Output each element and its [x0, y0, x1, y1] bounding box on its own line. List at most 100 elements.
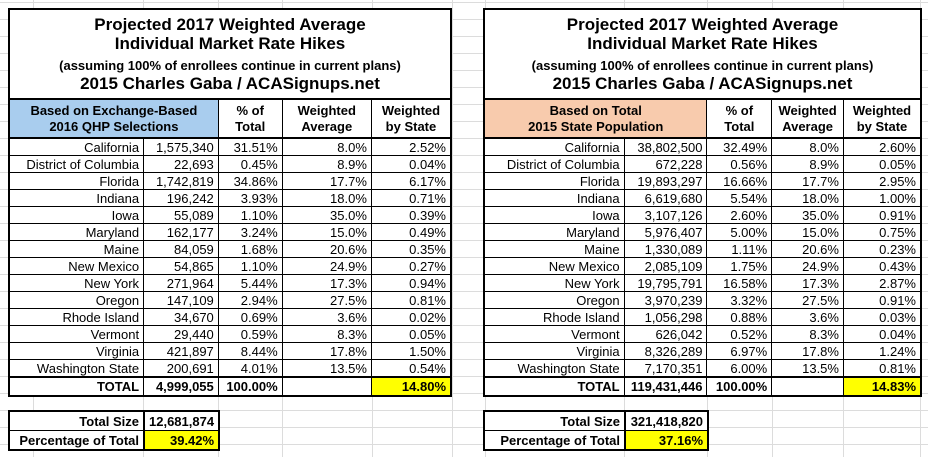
title-line-2: Individual Market Rate Hikes [587, 34, 818, 53]
left-table-title: Projected 2017 Weighted Average Individu… [8, 8, 452, 98]
table-row: Washington State 200,691 4.01% 13.5% 0.54% [8, 359, 452, 378]
pct-total-cell: 34.86% [217, 172, 283, 190]
pct-total-cell: 5.00% [706, 223, 773, 241]
value-cell: 3,107,126 [623, 206, 708, 224]
state-cell: Indiana [8, 189, 145, 207]
pct-total-cell: 4.01% [217, 359, 283, 378]
weighted-average-cell: 35.0% [281, 206, 372, 224]
state-cell: New Mexico [8, 257, 145, 275]
value-cell: 84,059 [143, 240, 219, 258]
state-cell: Vermont [8, 325, 145, 343]
pct-total-cell: 5.54% [706, 189, 773, 207]
weighted-by-state-cell: 0.27% [370, 257, 452, 275]
value-cell: 19,893,297 [623, 172, 708, 190]
state-cell: Indiana [483, 189, 625, 207]
state-cell: District of Columbia [8, 155, 145, 173]
table-row: Iowa 3,107,126 2.60% 35.0% 0.91% [483, 206, 922, 224]
weighted-by-state-cell: 0.05% [370, 325, 452, 343]
title-line-2: Individual Market Rate Hikes [114, 34, 346, 53]
table-row: Iowa 55,089 1.10% 35.0% 0.39% [8, 206, 452, 224]
table-row: Rhode Island 1,056,298 0.88% 3.6% 0.03% [483, 308, 922, 326]
title-line-4: 2015 Charles Gaba / ACASignups.net [552, 74, 853, 93]
pct-total-cell: 2.94% [217, 291, 283, 309]
weighted-average-cell: 17.8% [771, 342, 844, 360]
weighted-average-cell: 8.3% [771, 325, 844, 343]
weighted-average-cell: 15.0% [281, 223, 372, 241]
percentage-of-total-row: Percentage of Total 37.16% [483, 430, 709, 451]
table-row: Maryland 162,177 3.24% 15.0% 0.49% [8, 223, 452, 241]
pct-total-cell: 1.11% [706, 240, 773, 258]
weighted-average-cell: 13.5% [281, 359, 372, 378]
weighted-by-state-cell: 0.04% [842, 325, 922, 343]
weighted-by-state-cell: 2.87% [842, 274, 922, 292]
weighted-average-cell: 13.5% [771, 359, 844, 378]
percentage-of-total-row: Percentage of Total 39.42% [8, 430, 220, 451]
left-header-label: Based on Exchange-Based 2016 QHP Selecti… [8, 98, 219, 139]
state-cell: Florida [483, 172, 625, 190]
weighted-average-cell: 35.0% [771, 206, 844, 224]
weighted-average-cell: 8.0% [281, 137, 372, 156]
weighted-by-state-cell: 0.23% [842, 240, 922, 258]
weighted-by-state-cell: 0.71% [370, 189, 452, 207]
table-row: Vermont 626,042 0.52% 8.3% 0.04% [483, 325, 922, 343]
weighted-average-cell: 27.5% [771, 291, 844, 309]
weighted-by-state-cell: 0.54% [370, 359, 452, 378]
percentage-of-total-label: Percentage of Total [483, 430, 626, 451]
col-header-weighted-by-state: Weighted by State [842, 98, 922, 139]
total-wtd-avg-cell [771, 376, 844, 397]
value-cell: 8,326,289 [623, 342, 708, 360]
table-row: New York 271,964 5.44% 17.3% 0.94% [8, 274, 452, 292]
left-data-table: Based on Exchange-Based 2016 QHP Selecti… [8, 98, 452, 397]
pct-total-cell: 2.60% [706, 206, 773, 224]
pct-total-cell: 0.69% [217, 308, 283, 326]
state-cell: Oregon [483, 291, 625, 309]
value-cell: 1,742,819 [143, 172, 219, 190]
table-row: Washington State 7,170,351 6.00% 13.5% 0.81% [483, 359, 922, 378]
table-row: New Mexico 54,865 1.10% 24.9% 0.27% [8, 257, 452, 275]
weighted-by-state-cell: 1.00% [842, 189, 922, 207]
pct-total-cell: 0.56% [706, 155, 773, 173]
right-table-title: Projected 2017 Weighted Average Individu… [483, 8, 922, 98]
weighted-by-state-cell: 0.49% [370, 223, 452, 241]
pct-total-cell: 6.00% [706, 359, 773, 378]
table-row: Florida 19,893,297 16.66% 17.7% 2.95% [483, 172, 922, 190]
col-header-weighted-by-state: Weighted by State [370, 98, 452, 139]
total-wtd-avg-cell [281, 376, 372, 397]
state-cell: California [8, 137, 145, 156]
table-row: New Mexico 2,085,109 1.75% 24.9% 0.43% [483, 257, 922, 275]
state-cell: Rhode Island [8, 308, 145, 326]
total-wtd-state-cell: 14.80% [370, 376, 452, 397]
value-cell: 55,089 [143, 206, 219, 224]
state-cell: California [483, 137, 625, 156]
weighted-average-cell: 3.6% [771, 308, 844, 326]
total-size-label: Total Size [8, 410, 145, 431]
pct-total-cell: 8.44% [217, 342, 283, 360]
value-cell: 147,109 [143, 291, 219, 309]
pct-total-cell: 0.88% [706, 308, 773, 326]
state-cell: Virginia [483, 342, 625, 360]
table-row: Rhode Island 34,670 0.69% 3.6% 0.02% [8, 308, 452, 326]
total-label-cell: TOTAL [483, 376, 625, 397]
state-cell: Maine [8, 240, 145, 258]
value-cell: 22,693 [143, 155, 219, 173]
col-header-weighted-average: Weighted Average [281, 98, 372, 139]
right-data-table: Based on Total 2015 State Population % o… [483, 98, 922, 397]
weighted-by-state-cell: 1.50% [370, 342, 452, 360]
state-cell: Oregon [8, 291, 145, 309]
weighted-by-state-cell: 0.04% [370, 155, 452, 173]
value-cell: 200,691 [143, 359, 219, 378]
weighted-average-cell: 24.9% [771, 257, 844, 275]
title-line-1: Projected 2017 Weighted Average [94, 15, 366, 34]
right-summary-table: Total Size 321,418,820 Percentage of Tot… [483, 410, 709, 451]
pct-total-cell: 3.24% [217, 223, 283, 241]
state-cell: Iowa [483, 206, 625, 224]
table-row: Maryland 5,976,407 5.00% 15.0% 0.75% [483, 223, 922, 241]
value-cell: 626,042 [623, 325, 708, 343]
weighted-by-state-cell: 0.03% [842, 308, 922, 326]
right-header-label: Based on Total 2015 State Population [483, 98, 708, 139]
pct-total-cell: 3.32% [706, 291, 773, 309]
table-row: Florida 1,742,819 34.86% 17.7% 6.17% [8, 172, 452, 190]
value-cell: 3,970,239 [623, 291, 708, 309]
right-table-block: Projected 2017 Weighted Average Individu… [483, 8, 922, 397]
state-cell: Vermont [483, 325, 625, 343]
